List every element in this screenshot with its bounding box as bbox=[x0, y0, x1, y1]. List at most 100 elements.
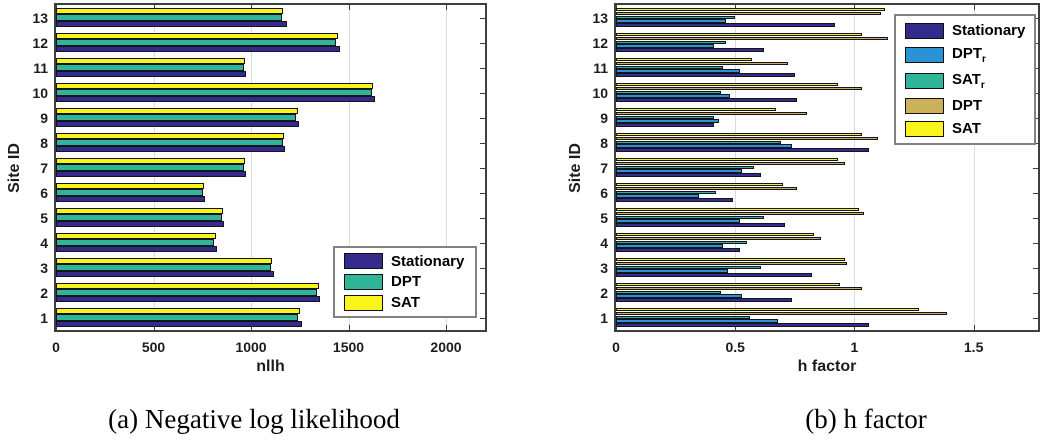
y-tick-right bbox=[480, 167, 485, 169]
x-tick-top bbox=[56, 5, 57, 10]
bar-sat_r bbox=[616, 290, 721, 295]
plot-area: Stationary DPT SAT bbox=[54, 3, 487, 332]
bar-dpt_r bbox=[616, 19, 726, 24]
bar-sat_r bbox=[616, 15, 736, 20]
bar-dpt bbox=[616, 11, 881, 16]
x-axis-label: nllh bbox=[256, 358, 285, 375]
legend: Stationary DPTr SATr DPT SAT bbox=[894, 14, 1036, 145]
x-tick-label: 0 bbox=[612, 339, 620, 355]
y-tick-label: 9 bbox=[40, 109, 48, 126]
y-tick-right bbox=[1033, 167, 1038, 169]
x-tick-bottom bbox=[735, 325, 737, 330]
x-tick-top bbox=[153, 5, 155, 10]
bar-sat bbox=[56, 132, 285, 140]
bar-sat bbox=[616, 257, 845, 262]
bar-dpt bbox=[56, 139, 283, 146]
bar-sat bbox=[616, 282, 841, 287]
legend-label: SAT bbox=[952, 120, 981, 137]
y-tick-label: 5 bbox=[600, 209, 608, 226]
y-tick-label: 8 bbox=[600, 134, 608, 151]
caption-b: (b) h factor bbox=[805, 404, 927, 434]
bar-sat_r bbox=[616, 140, 781, 145]
x-tick-top bbox=[973, 5, 975, 10]
bar-stationary bbox=[616, 223, 786, 228]
bar-stationary bbox=[56, 295, 321, 303]
legend-label: Stationary bbox=[391, 252, 465, 270]
y-tick-right bbox=[480, 317, 485, 319]
bar-sat bbox=[616, 182, 783, 187]
legend-entry-stationary: Stationary bbox=[896, 22, 1034, 39]
y-tick-label: 2 bbox=[40, 284, 48, 301]
bar-stationary bbox=[56, 145, 286, 153]
x-tick-top bbox=[348, 5, 350, 10]
bar-dpt bbox=[616, 86, 862, 91]
y-tick-label: 6 bbox=[40, 184, 48, 201]
bar-stationary bbox=[616, 173, 762, 178]
y-tick-label: 4 bbox=[40, 234, 48, 251]
y-tick-label: 12 bbox=[592, 34, 608, 51]
legend-swatch bbox=[905, 73, 944, 89]
y-tick-label: 2 bbox=[600, 284, 608, 301]
legend-label: SAT bbox=[391, 294, 420, 312]
bar-sat bbox=[616, 57, 752, 62]
y-tick-right bbox=[480, 17, 485, 19]
bar-sat bbox=[616, 82, 838, 87]
bar-stationary bbox=[56, 20, 287, 28]
legend-swatch bbox=[344, 294, 383, 311]
bar-dpt bbox=[56, 289, 317, 296]
bar-sat bbox=[56, 57, 246, 65]
bar-dpt bbox=[56, 239, 215, 246]
y-tick-right bbox=[1033, 217, 1038, 219]
bar-dpt_r bbox=[616, 44, 714, 49]
bar-sat bbox=[616, 132, 862, 137]
x-tick-bottom bbox=[446, 325, 447, 330]
y-tick-label: 1 bbox=[600, 309, 608, 326]
legend-swatch bbox=[344, 253, 383, 270]
bar-dpt bbox=[56, 314, 298, 321]
x-tick-label: 1 bbox=[850, 339, 859, 355]
bar-dpt_r bbox=[616, 144, 793, 149]
bar-stationary bbox=[616, 298, 793, 303]
y-tick-right bbox=[480, 142, 485, 144]
bar-dpt bbox=[56, 89, 372, 96]
gridline-x bbox=[446, 5, 447, 330]
bar-dpt bbox=[616, 186, 798, 191]
legend-entry-stationary: Stationary bbox=[335, 253, 475, 270]
bar-stationary bbox=[616, 198, 733, 203]
x-tick-label: 500 bbox=[141, 339, 166, 355]
legend-entry-dpt: DPT bbox=[896, 97, 1034, 114]
y-tick-label: 11 bbox=[593, 59, 608, 76]
gridline-x bbox=[348, 5, 350, 330]
bar-stationary bbox=[616, 73, 795, 78]
y-tick-right bbox=[480, 117, 485, 119]
bar-stationary bbox=[616, 273, 812, 278]
legend-entry-dpt_r: DPTr bbox=[896, 45, 1034, 65]
caption-a: (a) Negative log likelihood bbox=[108, 404, 400, 434]
y-tick-label: 7 bbox=[600, 159, 608, 176]
bar-sat_r bbox=[616, 215, 764, 220]
bar-stationary bbox=[616, 323, 869, 328]
bar-dpt bbox=[616, 61, 788, 66]
y-tick-right bbox=[1033, 267, 1038, 269]
bar-sat bbox=[56, 32, 339, 40]
bar-stationary bbox=[616, 48, 764, 53]
legend-swatch bbox=[905, 22, 944, 39]
bar-dpt bbox=[56, 114, 297, 121]
legend-swatch bbox=[905, 120, 944, 137]
y-tick-right bbox=[480, 67, 485, 69]
y-tick-right bbox=[1033, 192, 1038, 194]
bar-dpt bbox=[56, 264, 272, 271]
y-axis-label: Site ID bbox=[567, 142, 584, 193]
bar-sat_r bbox=[616, 65, 724, 70]
y-tick-label: 6 bbox=[600, 184, 608, 201]
y-tick-label: 13 bbox=[32, 9, 48, 26]
legend-label: DPT bbox=[952, 97, 982, 114]
bar-sat bbox=[56, 282, 319, 290]
bar-stationary bbox=[616, 148, 869, 153]
bar-sat bbox=[56, 207, 224, 215]
legend-swatch bbox=[905, 97, 944, 114]
bar-dpt_r bbox=[616, 294, 743, 299]
legend-label: DPT bbox=[391, 273, 421, 291]
bar-stationary bbox=[56, 70, 246, 78]
x-tick-bottom bbox=[153, 325, 155, 330]
